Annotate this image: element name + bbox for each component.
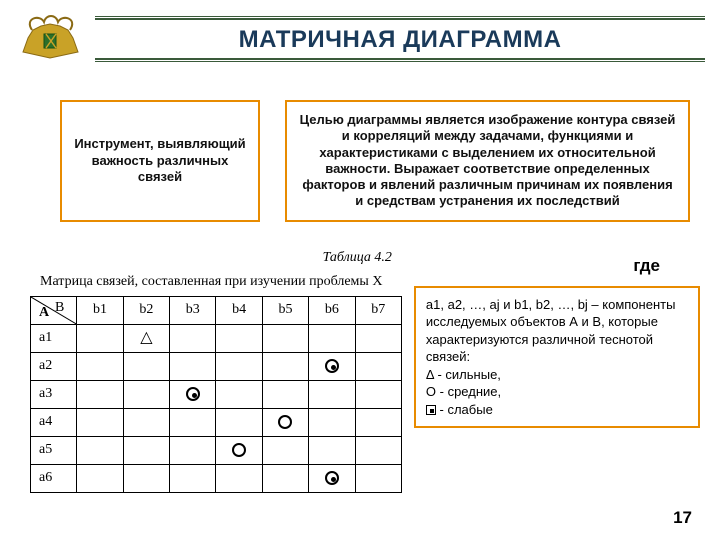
matrix-cell — [355, 380, 401, 408]
matrix-cell — [170, 464, 216, 492]
matrix-cell — [309, 352, 355, 380]
circle-icon — [278, 415, 292, 429]
where-label: где — [414, 256, 700, 286]
matrix-cell — [170, 408, 216, 436]
legend-body: a1, a2, …, aj и b1, b2, …, bj – компонен… — [426, 297, 676, 365]
matrix-cell — [309, 380, 355, 408]
page-number: 17 — [673, 508, 692, 528]
matrix-cell — [77, 324, 123, 352]
page-title: МАТРИЧНАЯ ДИАГРАММА — [95, 26, 705, 54]
col-header: b3 — [170, 296, 216, 324]
circle-dot-icon — [186, 387, 200, 401]
matrix-cell — [123, 408, 169, 436]
col-header: b1 — [77, 296, 123, 324]
row-header: a2 — [31, 352, 77, 380]
row-header: a4 — [31, 408, 77, 436]
matrix-cell — [309, 408, 355, 436]
matrix-table: BAb1b2b3b4b5b6b7 a1 △ a2a3a4a5a6 — [30, 296, 402, 493]
col-header: b4 — [216, 296, 262, 324]
col-header: b6 — [309, 296, 355, 324]
matrix-cell — [262, 324, 308, 352]
matrix-cell — [355, 464, 401, 492]
row-header: a3 — [31, 380, 77, 408]
circle-dot-icon — [325, 359, 339, 373]
matrix-cell — [355, 436, 401, 464]
purpose-box: Целью диаграммы является изображение кон… — [285, 100, 690, 222]
corner-cell: BA — [31, 296, 77, 324]
matrix-cell — [262, 436, 308, 464]
matrix-cell — [216, 380, 262, 408]
legend-strong: Δ - сильные, — [426, 367, 501, 382]
definition-box: Инструмент, выявляющий важность различны… — [60, 100, 260, 222]
matrix-cell — [170, 324, 216, 352]
matrix-cell — [170, 352, 216, 380]
title-rule: МАТРИЧНАЯ ДИАГРАММА — [95, 18, 705, 60]
matrix-cell — [77, 408, 123, 436]
matrix-cell — [216, 324, 262, 352]
matrix-cell — [309, 324, 355, 352]
col-header: b7 — [355, 296, 401, 324]
matrix-cell — [170, 380, 216, 408]
matrix-cell — [355, 324, 401, 352]
col-header: b2 — [123, 296, 169, 324]
square-dot-icon — [426, 405, 436, 415]
row-header: a6 — [31, 464, 77, 492]
matrix-cell — [309, 464, 355, 492]
circle-icon — [232, 443, 246, 457]
matrix-block: Таблица 4.2 Матрица связей, составленная… — [30, 250, 402, 493]
matrix-cell — [123, 352, 169, 380]
row-header: a1 — [31, 324, 77, 352]
legend-box: a1, a2, …, aj и b1, b2, …, bj – компонен… — [414, 286, 700, 429]
matrix-cell — [216, 352, 262, 380]
matrix-cell — [355, 352, 401, 380]
matrix-cell — [262, 380, 308, 408]
matrix-cell — [216, 408, 262, 436]
matrix-cell — [77, 352, 123, 380]
table-subtitle: Матрица связей, составленная при изучени… — [30, 270, 402, 296]
matrix-cell — [262, 408, 308, 436]
matrix-cell — [355, 408, 401, 436]
matrix-cell — [309, 436, 355, 464]
triangle-icon: △ — [140, 330, 152, 346]
matrix-cell — [123, 380, 169, 408]
matrix-cell — [77, 436, 123, 464]
legend-weak: - слабые — [440, 402, 493, 417]
matrix-cell: △ — [123, 324, 169, 352]
table-caption: Таблица 4.2 — [30, 250, 402, 270]
matrix-cell — [123, 436, 169, 464]
matrix-cell — [77, 380, 123, 408]
matrix-cell — [170, 436, 216, 464]
matrix-cell — [262, 464, 308, 492]
matrix-cell — [262, 352, 308, 380]
matrix-cell — [216, 464, 262, 492]
col-header: b5 — [262, 296, 308, 324]
circle-dot-icon — [325, 471, 339, 485]
matrix-cell — [123, 464, 169, 492]
matrix-cell — [216, 436, 262, 464]
matrix-cell — [77, 464, 123, 492]
row-header: a5 — [31, 436, 77, 464]
legend-medium: О - средние, — [426, 384, 501, 399]
emblem-icon — [18, 8, 83, 63]
